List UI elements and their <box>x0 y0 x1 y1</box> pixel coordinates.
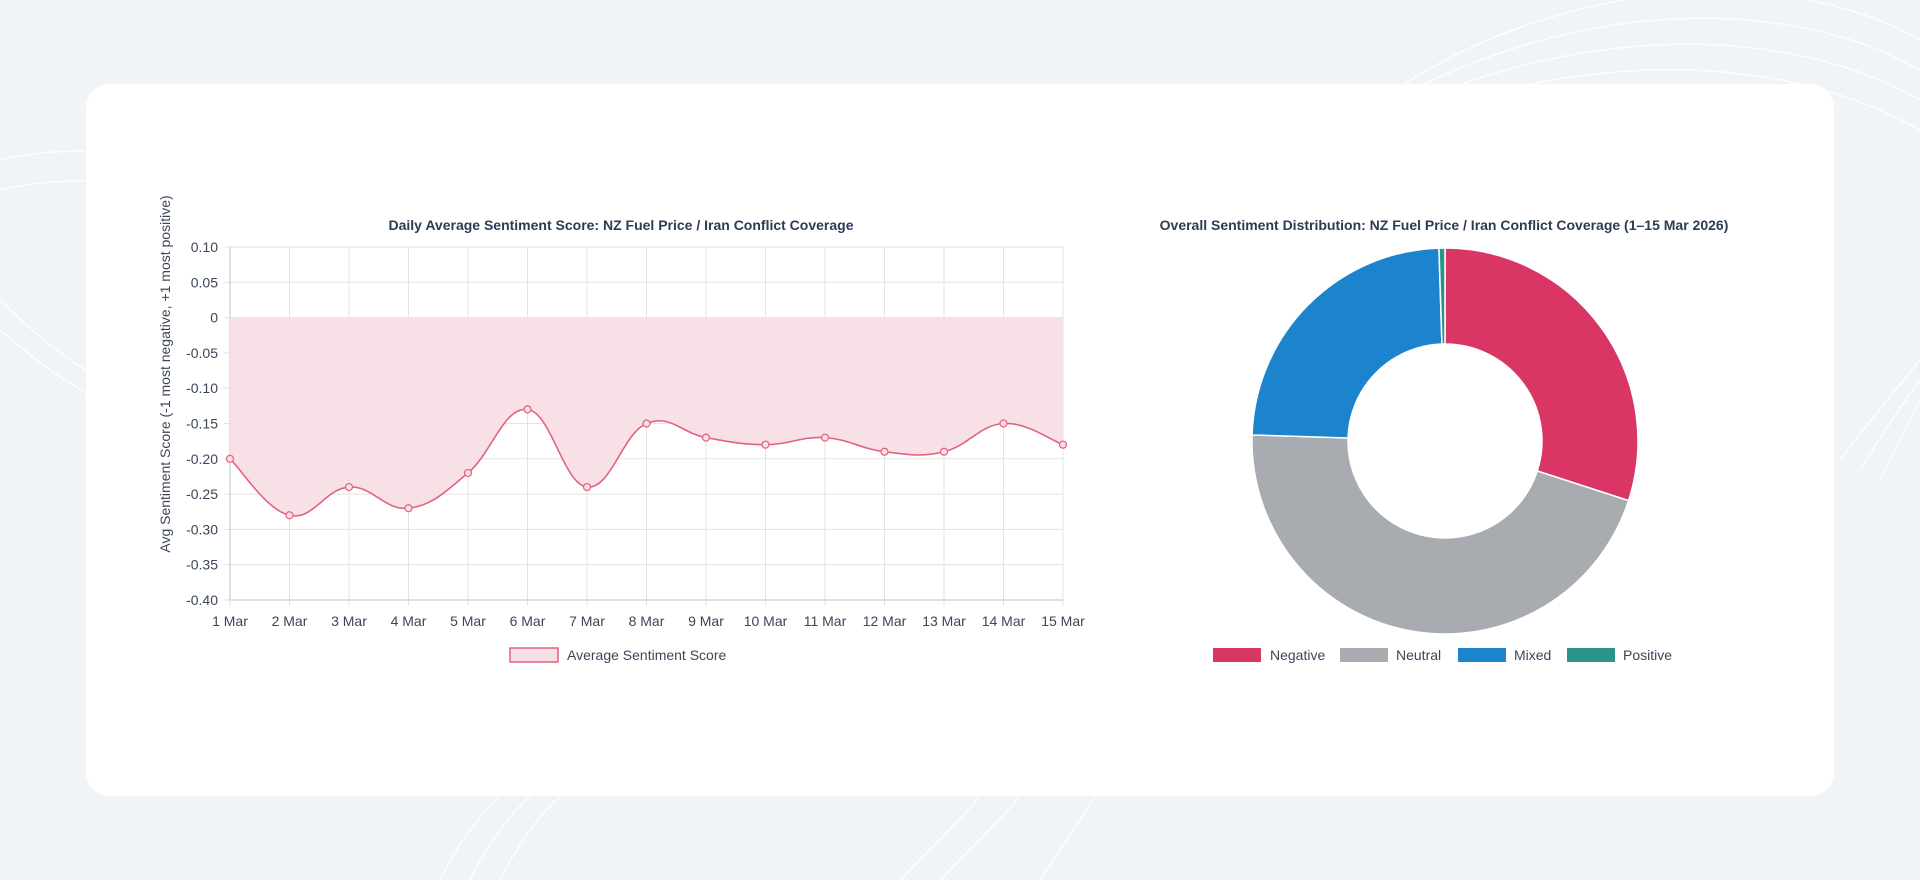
legend-label-mixed: Mixed <box>1514 647 1551 663</box>
x-tick-label: 1 Mar <box>212 613 248 629</box>
x-tick-label: 8 Mar <box>629 613 665 629</box>
y-axis-title: Avg Sentiment Score (-1 most negative, +… <box>157 195 173 552</box>
y-tick-label: -0.25 <box>186 486 218 502</box>
legend-swatch-negative <box>1213 648 1261 662</box>
data-point <box>1058 440 1068 449</box>
y-axis-ticks: 0.10 0.05 0 -0.05 -0.10 -0.15 -0.20 -0.25 -0.30 -… <box>186 239 218 608</box>
line-chart: Daily Average Sentiment Score: NZ Fuel P… <box>157 195 1085 663</box>
x-axis-ticks: 1 Mar 2 Mar 3 Mar 4 Mar 5 Mar 6 Mar 7 Mar 8 Mar… <box>212 613 1085 629</box>
x-tick-label: 5 Mar <box>450 613 486 629</box>
legend-label-negative: Negative <box>1270 647 1325 663</box>
legend-swatch-mixed <box>1458 648 1506 662</box>
data-point <box>404 504 413 513</box>
data-point <box>463 468 473 478</box>
y-tick-label: -0.15 <box>186 416 218 432</box>
donut-chart-title: Overall Sentiment Distribution: NZ Fuel … <box>1160 217 1729 233</box>
legend-item-neutral[interactable]: Neutral <box>1340 647 1441 663</box>
slice-neutral[interactable] <box>1251 434 1630 635</box>
slice-mixed[interactable] <box>1251 247 1443 439</box>
data-point <box>285 511 294 520</box>
dashboard-card: Daily Average Sentiment Score: NZ Fuel P… <box>86 84 1834 796</box>
x-tick-label: 6 Mar <box>510 613 546 629</box>
data-point <box>880 447 889 456</box>
data-point <box>939 447 949 456</box>
y-tick-label: -0.30 <box>186 521 218 537</box>
data-point <box>225 454 235 463</box>
data-point <box>761 440 770 449</box>
legend-label-neutral: Neutral <box>1396 647 1441 663</box>
line-chart-legend[interactable]: Average Sentiment Score <box>509 647 726 663</box>
y-tick-label: -0.20 <box>186 451 218 467</box>
legend-swatch-positive <box>1567 648 1615 662</box>
donut-slices <box>1251 247 1639 635</box>
x-tick-label: 10 Mar <box>744 613 788 629</box>
y-tick-label: -0.35 <box>186 557 218 573</box>
sentiment-points <box>225 405 1068 520</box>
legend-swatch-average-sentiment <box>509 647 559 663</box>
legend-label-average-sentiment: Average Sentiment Score <box>567 647 726 663</box>
data-point <box>701 433 711 442</box>
data-point <box>344 482 354 492</box>
x-tick-label: 9 Mar <box>688 613 724 629</box>
data-point <box>523 405 532 414</box>
legend-label-positive: Positive <box>1623 647 1672 663</box>
line-chart-title: Daily Average Sentiment Score: NZ Fuel P… <box>389 217 854 233</box>
x-tick-label: 3 Mar <box>331 613 367 629</box>
legend-swatch-neutral <box>1340 648 1388 662</box>
sentiment-area-fill <box>230 317 1063 516</box>
donut-chart: Overall Sentiment Distribution: NZ Fuel … <box>1160 217 1729 663</box>
x-tick-label: 14 Mar <box>982 613 1026 629</box>
x-tick-label: 11 Mar <box>804 613 847 629</box>
legend-item-mixed[interactable]: Mixed <box>1458 647 1551 663</box>
legend-item-positive[interactable]: Positive <box>1567 647 1672 663</box>
x-tick-label: 13 Mar <box>922 613 966 629</box>
y-tick-label: -0.10 <box>186 380 218 396</box>
x-tick-label: 4 Mar <box>391 613 427 629</box>
y-tick-label: 0.10 <box>191 239 218 255</box>
data-point <box>642 419 651 428</box>
slice-negative[interactable] <box>1444 247 1639 502</box>
y-tick-label: 0 <box>210 310 218 326</box>
data-point <box>820 433 830 442</box>
sentiment-line <box>229 408 1064 517</box>
donut-chart-legend[interactable]: Negative Neutral Mixed Positive <box>1213 647 1672 663</box>
legend-item-negative[interactable]: Negative <box>1213 647 1325 663</box>
y-tick-label: -0.40 <box>186 592 218 608</box>
x-tick-label: 12 Mar <box>863 613 907 629</box>
data-point <box>582 482 592 492</box>
x-tick-label: 7 Mar <box>569 613 605 629</box>
x-tick-label: 2 Mar <box>272 613 308 629</box>
slice-positive[interactable] <box>1438 247 1446 345</box>
data-point <box>999 419 1008 428</box>
x-tick-label: 15 Mar <box>1041 613 1085 629</box>
y-tick-label: 0.05 <box>191 274 218 290</box>
y-tick-label: -0.05 <box>186 345 218 361</box>
